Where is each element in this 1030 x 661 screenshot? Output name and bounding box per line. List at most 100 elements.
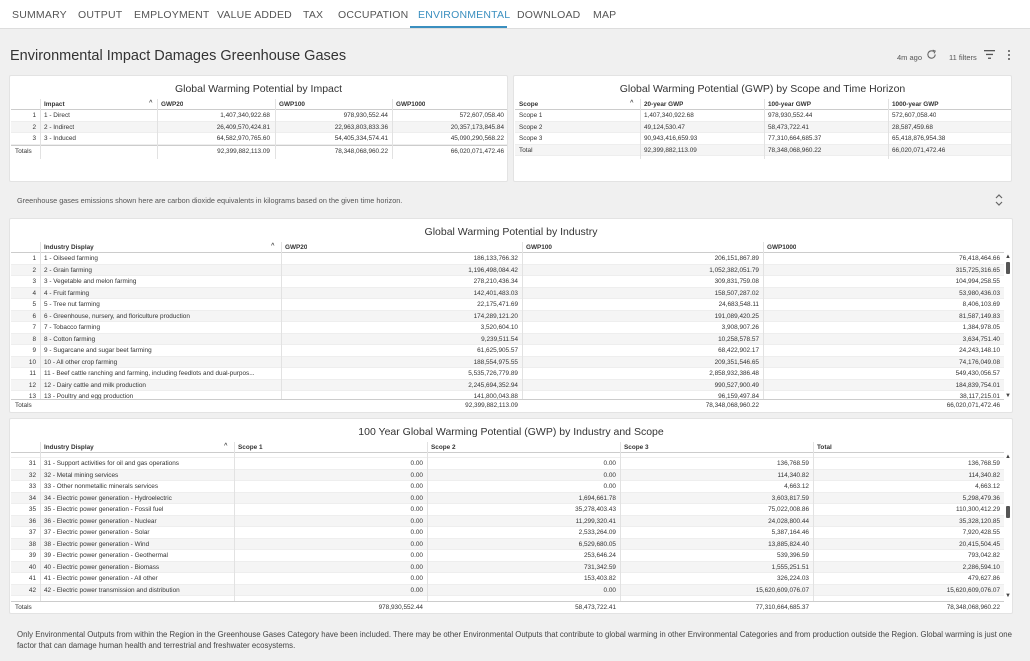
gwp-by-impact-title: Global Warming Potential by Impact: [174, 83, 343, 95]
col-scope-3[interactable]: Scope 3: [624, 444, 649, 451]
table-row[interactable]: 3 3 - Induced 64,582,970,765.60 54,405,3…: [11, 133, 507, 145]
table-row[interactable]: 39 39 - Electric power generation - Geoth…: [11, 550, 1004, 562]
table-row[interactable]: 2 2 - Grain farming 1,196,498,084.42 1,052,…: [11, 264, 1004, 276]
col-gwp1000[interactable]: GWP1000: [396, 101, 426, 108]
table-row[interactable]: 1 1 - Oilseed farming 186,133,766.32 206,15…: [11, 253, 1004, 265]
gwp20-cell: 90,943,416,659.93: [644, 135, 698, 142]
table-row[interactable]: Scope 1 1,407,340,922.68 978,930,552.44 …: [515, 110, 1011, 122]
gwp1000-cell: 28,587,459.68: [892, 123, 933, 131]
scope-3-cell: 75,022,008.86: [768, 506, 809, 513]
sort-asc-icon[interactable]: ^: [224, 443, 228, 449]
table-row[interactable]: 8 8 - Cotton farming 9,239,511.54 10,258,57…: [11, 333, 1004, 345]
scroll-down-arrow-icon[interactable]: ▼: [1005, 593, 1011, 599]
table-row[interactable]: 10 10 - All other crop farming 188,554,975…: [11, 356, 1004, 368]
table-row[interactable]: 4 4 - Fruit farming 142,401,483.03 158,507,…: [11, 287, 1004, 299]
row-index: 36: [28, 517, 36, 525]
col-100-year-gwp[interactable]: 100-year GWP: [768, 101, 811, 108]
kebab-menu-icon[interactable]: [1007, 49, 1011, 61]
tab-summary[interactable]: SUMMARY: [12, 9, 67, 21]
scroll-thumb[interactable]: [1006, 262, 1010, 274]
table-row[interactable]: 42 42 - Electric power transmission and d…: [11, 584, 1004, 596]
tab-tax[interactable]: TAX: [303, 9, 324, 21]
tab-map[interactable]: MAP: [593, 9, 617, 21]
col-20-year-gwp[interactable]: 20-year GWP: [644, 101, 684, 108]
tab-employment[interactable]: EMPLOYMENT: [134, 9, 210, 21]
gwp1000-cell: 45,090,290,568.22: [450, 135, 504, 142]
expand-collapse-icon[interactable]: [995, 193, 1003, 207]
tab-value-added[interactable]: VALUE ADDED: [217, 9, 292, 21]
total-cell: 136,768.59: [968, 460, 1000, 467]
column-divider: [157, 99, 158, 159]
col-industry-display[interactable]: Industry Display: [44, 244, 94, 251]
table-row[interactable]: 6 6 - Greenhouse, nursery, and floricultu…: [11, 310, 1004, 322]
col-scope[interactable]: Scope: [519, 101, 539, 108]
industry-table-scrollbar[interactable]: ▲ ▼: [1005, 254, 1011, 399]
table-row[interactable]: 40 40 - Electric power generation - Bioma…: [11, 561, 1004, 573]
table-row[interactable]: 12 12 - Dairy cattle and milk production 2…: [11, 379, 1004, 391]
column-divider: [281, 242, 282, 399]
col-gwp20[interactable]: GWP20: [161, 101, 184, 108]
tab-output[interactable]: OUTPUT: [78, 9, 123, 21]
scroll-down-arrow-icon[interactable]: ▼: [1005, 393, 1011, 399]
table-row[interactable]: 1 1 - Direct 1,407,340,922.68 978,930,55…: [11, 110, 507, 122]
table-row[interactable]: Scope 2 49,124,530.47 58,473,722.41 28,5…: [515, 121, 1011, 133]
col-scope-2[interactable]: Scope 2: [431, 444, 456, 451]
col-1000-year-gwp[interactable]: 1000-year GWP: [892, 101, 939, 108]
table-row[interactable]: 33 33 - Other nonmetallic minerals servic…: [11, 481, 1004, 493]
table-row[interactable]: 31 31 - Support activities for oil and ga…: [11, 458, 1004, 470]
col-impact[interactable]: Impact: [44, 101, 65, 108]
table-row[interactable]: 41 41 - Electric power generation - All o…: [11, 573, 1004, 585]
gwp20-cell: 186,133,766.32: [473, 255, 518, 262]
tab-download[interactable]: DOWNLOAD: [517, 9, 581, 21]
col-scope-1[interactable]: Scope 1: [238, 444, 263, 451]
scope-3-cell: 13,885,824.40: [768, 540, 809, 548]
refresh-icon[interactable]: [926, 49, 937, 60]
col-industry-display[interactable]: Industry Display: [44, 444, 94, 451]
gwp1000-cell: 549,430,056.57: [955, 370, 1000, 377]
table-row[interactable]: Total 92,399,882,113.09 78,348,068,960.2…: [515, 144, 1011, 156]
scroll-thumb[interactable]: [1006, 506, 1010, 518]
industry-cell: 35 - Electric power generation - Fossil …: [44, 506, 164, 513]
table-row[interactable]: 34 34 - Electric power generation - Hydro…: [11, 492, 1004, 504]
col-gwp100[interactable]: GWP100: [526, 244, 552, 251]
gwp1000-total: 66,020,071,472.46: [946, 402, 1000, 409]
col-gwp100[interactable]: GWP100: [279, 101, 305, 108]
col-gwp20[interactable]: GWP20: [285, 244, 308, 251]
tab-occupation[interactable]: OCCUPATION: [338, 9, 409, 21]
table-row[interactable]: 5 5 - Tree nut farming 22,175,471.69 24,683…: [11, 299, 1004, 311]
table-row[interactable]: 11 11 - Beef cattle ranching and farming,…: [11, 368, 1004, 380]
scroll-up-arrow-icon[interactable]: ▲: [1005, 454, 1011, 460]
scroll-up-arrow-icon[interactable]: ▲: [1005, 254, 1011, 260]
totals-label: Totals: [15, 147, 32, 155]
filter-icon[interactable]: [984, 50, 995, 59]
table-row[interactable]: 38 38 - Electric power generation - Wind 0…: [11, 538, 1004, 550]
gwp-by-impact-table: Impact ^ GWP20 GWP100 GWP1000 1 1 - Dire…: [11, 99, 507, 159]
scope-table-scrollbar[interactable]: ▲ ▼: [1005, 454, 1011, 599]
gwp1000-cell: 38,117,215.01: [959, 393, 1000, 400]
impact-cell: 1 - Direct: [44, 112, 70, 119]
tab-environmental[interactable]: ENVIRONMENTAL: [418, 9, 511, 21]
scope-2-cell: 731,342.59: [584, 563, 616, 571]
table-row[interactable]: 2 2 - Indirect 26,409,570,424.81 22,963,…: [11, 121, 507, 133]
col-total[interactable]: Total: [817, 444, 832, 451]
table-row[interactable]: Scope 3 90,943,416,659.93 77,310,664,685…: [515, 133, 1011, 145]
row-index: 5: [32, 301, 36, 308]
table-row[interactable]: [11, 453, 1004, 458]
sort-asc-icon[interactable]: ^: [149, 100, 153, 106]
table-row[interactable]: 32 32 - Metal mining services 0.00 0.00 114,…: [11, 469, 1004, 481]
table-row[interactable]: 36 36 - Electric power generation - Nucle…: [11, 515, 1004, 527]
table-row[interactable]: 3 3 - Vegetable and melon farming 278,210,…: [11, 276, 1004, 288]
table-row[interactable]: 35 35 - Electric power generation - Fossi…: [11, 504, 1004, 516]
table-row[interactable]: 37 37 - Electric power generation - Solar…: [11, 527, 1004, 539]
sort-asc-icon[interactable]: ^: [630, 100, 634, 106]
table-row[interactable]: 9 9 - Sugarcane and sugar beet farming 61,…: [11, 345, 1004, 357]
scope-3-cell: 114,340.82: [777, 471, 809, 479]
col-gwp1000[interactable]: GWP1000: [767, 244, 797, 251]
filter-count[interactable]: 11 filters: [949, 53, 977, 62]
scope-1-cell: 0.00: [410, 494, 423, 502]
row-index: 8: [32, 335, 36, 343]
gwp20-cell: 49,124,530.47: [644, 123, 685, 131]
gwp1000-cell: 3,634,751.40: [962, 335, 1000, 343]
sort-asc-icon[interactable]: ^: [271, 243, 275, 249]
table-row[interactable]: 7 7 - Tobacco farming 3,520,604.10 3,908,90…: [11, 322, 1004, 334]
